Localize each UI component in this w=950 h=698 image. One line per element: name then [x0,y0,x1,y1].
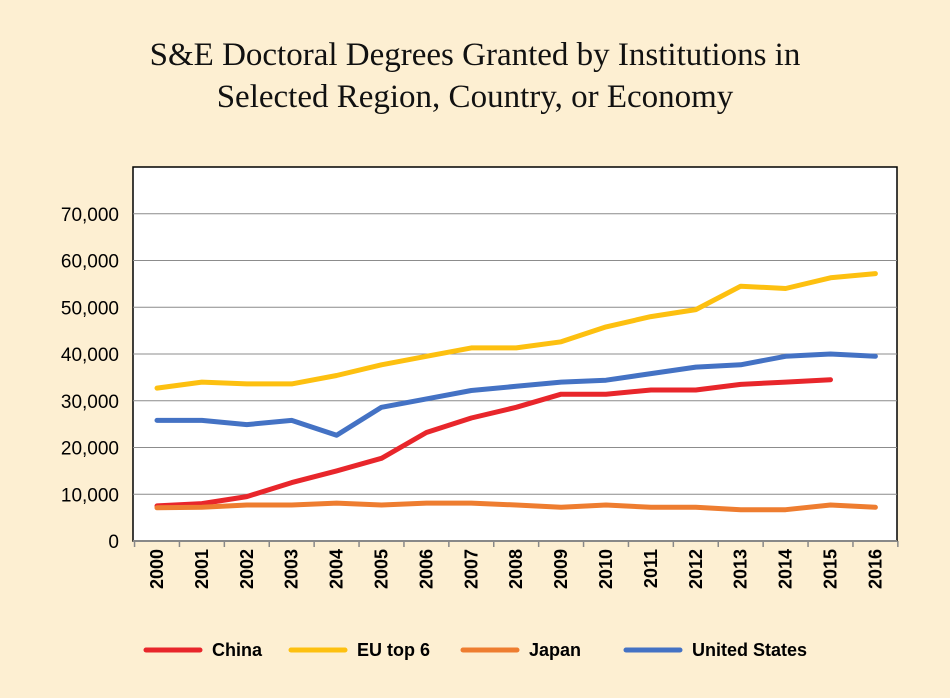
x-tick-label: 2001 [192,549,212,589]
chart-title-line-2: Selected Region, Country, or Economy [216,79,734,115]
series-line-united-states [154,351,878,438]
x-tick-label: 2002 [237,549,257,589]
legend-label: China [212,640,263,660]
x-tick-label: 2003 [282,549,302,589]
x-tick-label: 2016 [865,549,885,589]
series-line-china [154,377,833,509]
y-tick-label: 10,000 [61,485,119,506]
x-tick-label: 2007 [461,549,481,589]
x-tick-label: 2004 [327,549,347,589]
series-line-japan [154,500,878,513]
x-tick-label: 2010 [596,549,616,589]
legend-label: United States [692,640,807,660]
chart-title-line-1: S&E Doctoral Degrees Granted by Institut… [149,37,801,73]
legend-label: EU top 6 [357,640,430,660]
x-tick-label: 2006 [416,549,436,589]
y-tick-label: 50,000 [61,298,119,319]
series-line-eu-top-6 [154,271,878,391]
x-tick-label: 2012 [686,549,706,589]
y-tick-label: 60,000 [61,252,119,273]
y-tick-label: 20,000 [61,439,119,460]
x-axis: 2000 2001 2002 2003 2004 2005 2006 2007 2008 2009… [133,540,899,589]
x-tick-label: 2014 [776,549,796,589]
legend: China EU top 6 Japan United States [143,640,807,660]
legend-label: Japan [529,640,581,660]
y-tick-label: 70,000 [61,205,119,226]
y-tick-label: 0 [108,532,119,553]
x-tick-label: 2015 [821,549,841,589]
x-tick-label: 2009 [551,549,571,589]
x-tick-label: 2008 [506,549,526,589]
x-tick-label: 2011 [641,549,661,588]
gridlines [133,213,897,495]
y-tick-label: 40,000 [61,345,119,366]
x-tick-label: 2013 [731,549,751,589]
chart-title: S&E Doctoral Degrees Granted by Institut… [0,34,950,118]
y-axis: 0 10,000 20,000 30,000 40,000 50,000 60,000 70,… [61,205,119,553]
x-tick-label: 2005 [372,549,392,589]
x-tick-label: 2000 [147,549,167,589]
y-tick-label: 30,000 [61,392,119,413]
series-lines [154,271,878,513]
